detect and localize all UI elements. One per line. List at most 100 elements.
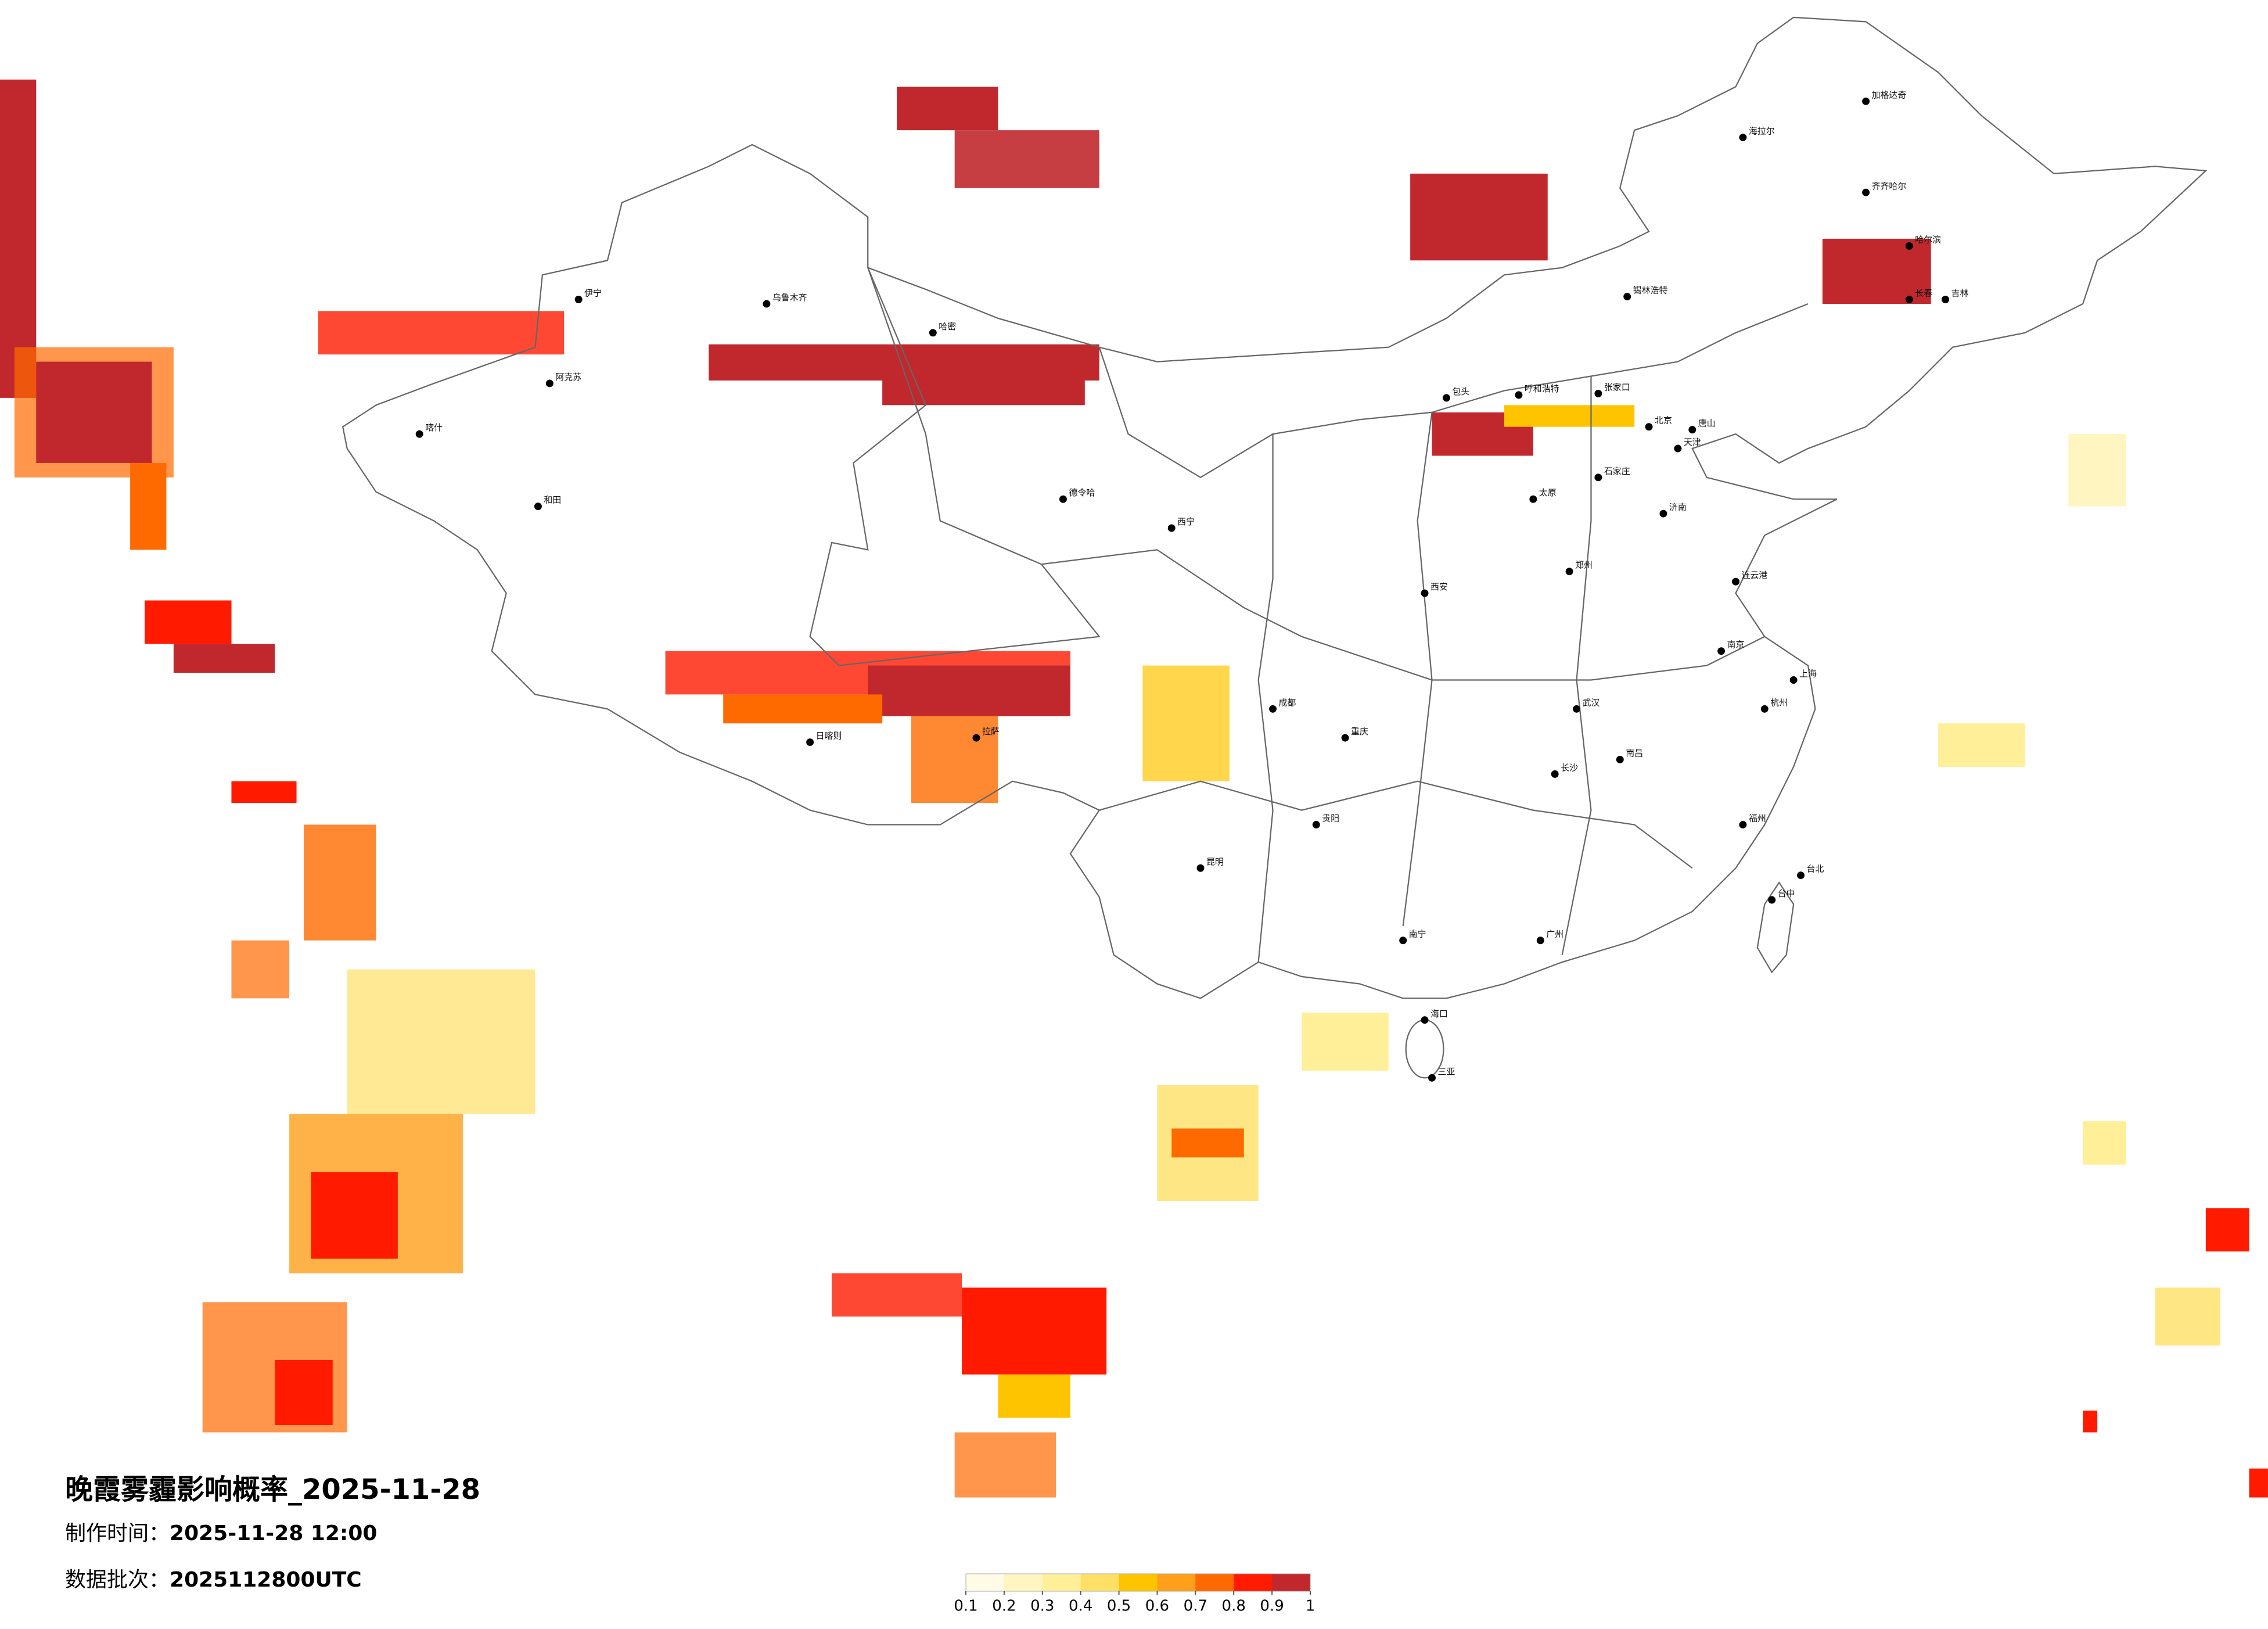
city-label: 呼和浩特: [1525, 383, 1559, 394]
city-dot: [1551, 770, 1559, 778]
city-label: 阿克苏: [555, 372, 581, 382]
city-dot: [1536, 937, 1544, 945]
city-label: 三亚: [1437, 1066, 1455, 1077]
city-label: 长沙: [1561, 762, 1578, 773]
city-label: 西宁: [1177, 516, 1195, 527]
map-title: 晚霞雾霾影响概率_2025-11-28: [65, 1473, 480, 1506]
city-label: 北京: [1655, 415, 1672, 426]
colorbar-tick-label: 0.6: [1145, 1598, 1169, 1615]
city-label: 杭州: [1770, 697, 1788, 708]
city-dot: [1529, 495, 1537, 503]
colorbar-swatch: [1272, 1574, 1311, 1591]
colorbar-swatch: [1042, 1574, 1081, 1591]
colorbar-tick-label: 0.7: [1184, 1598, 1207, 1615]
city-dot: [1688, 426, 1696, 434]
city-dot: [1421, 589, 1429, 597]
city-dot: [1341, 734, 1349, 742]
city-label: 哈密: [939, 321, 956, 332]
city-dot: [1167, 524, 1176, 532]
city-label: 日喀则: [816, 731, 842, 741]
city-label: 拉萨: [982, 726, 1000, 737]
batch-label: 数据批次：2025112800UTC: [65, 1568, 362, 1592]
city-label: 福州: [1749, 813, 1766, 824]
city-label: 贵阳: [1322, 813, 1339, 824]
colorbar-tick-label: 0.8: [1222, 1598, 1246, 1615]
colorbar: 0.1 0.2 0.3 0.4 0.5 0.6 0.7 0.8 0.9 1: [954, 1573, 1315, 1615]
city-dot: [1594, 473, 1602, 482]
city-dot: [929, 329, 937, 337]
city-dot: [415, 430, 423, 438]
city-label: 和田: [544, 495, 561, 505]
city-dot: [1942, 296, 1950, 303]
city-label: 成都: [1279, 697, 1296, 708]
city-label: 武汉: [1582, 697, 1600, 708]
made-label-text: 制作时间：: [65, 1522, 170, 1545]
colorbar-swatch: [1195, 1574, 1234, 1591]
city-label: 加格达奇: [1872, 89, 1907, 100]
city-dot: [1515, 391, 1523, 399]
city-label: 重庆: [1351, 726, 1368, 737]
city-dot: [1616, 755, 1624, 763]
city-label: 长春: [1915, 288, 1932, 299]
city-dot: [534, 503, 542, 511]
city-label: 海拉尔: [1749, 126, 1775, 137]
city-dot: [763, 300, 771, 308]
city-dot: [972, 734, 980, 742]
city-dot: [574, 296, 583, 303]
city-label: 喀什: [425, 422, 443, 433]
city-label: 郑州: [1575, 560, 1593, 570]
city-dot: [1760, 705, 1769, 713]
city-dot: [1312, 821, 1320, 829]
colorbar-swatch: [1080, 1574, 1120, 1591]
city-dot: [545, 379, 553, 387]
city-dot: [1905, 296, 1913, 303]
city-dot: [1797, 871, 1805, 880]
city-dot: [1269, 705, 1277, 713]
city-dot: [1645, 423, 1653, 431]
batch-label-text: 数据批次：: [65, 1568, 170, 1592]
city-dot: [1862, 188, 1870, 196]
city-dot: [1428, 1074, 1436, 1082]
city-label: 伊宁: [584, 288, 602, 299]
colorbar-tick-label: 0.4: [1069, 1598, 1092, 1615]
colorbar-swatch: [966, 1574, 1005, 1591]
city-label: 吉林: [1951, 288, 1969, 299]
city-label: 济南: [1669, 502, 1687, 512]
city-dot: [1732, 577, 1739, 586]
city-dot: [1717, 647, 1726, 655]
city-dot: [1789, 676, 1798, 684]
city-label: 天津: [1684, 437, 1701, 447]
city-label: 石家庄: [1604, 466, 1630, 476]
made-time: 2025-11-28 12:00: [170, 1522, 377, 1545]
city-label: 齐齐哈尔: [1872, 181, 1907, 191]
city-label: 上海: [1799, 669, 1817, 679]
colorbar-swatch: [1004, 1574, 1043, 1591]
city-dot: [1623, 293, 1631, 301]
city-label: 海口: [1430, 1009, 1448, 1019]
city-label: 包头: [1452, 386, 1469, 397]
city-label: 西安: [1430, 582, 1448, 592]
city-dot: [1059, 495, 1067, 503]
city-label: 唐山: [1698, 418, 1716, 429]
city-dot: [1565, 568, 1573, 576]
city-dot: [1739, 134, 1747, 142]
colorbar-swatch: [1157, 1574, 1196, 1591]
city-dot: [1768, 896, 1776, 904]
colorbar-swatch: [1234, 1574, 1273, 1591]
colorbar-tick-label: 0.5: [1107, 1598, 1131, 1615]
city-label: 张家口: [1604, 382, 1630, 392]
city-dot: [1674, 444, 1682, 453]
city-label: 乌鲁木齐: [772, 292, 807, 303]
city-dot: [1862, 97, 1870, 105]
city-label: 德令哈: [1069, 487, 1095, 498]
colorbar-swatch: [1119, 1574, 1158, 1591]
city-dot: [1905, 242, 1913, 250]
city-label: 南京: [1727, 640, 1745, 650]
haze-field: [0, 79, 2268, 1498]
city-label: 连云港: [1741, 570, 1767, 580]
city-label: 哈尔滨: [1915, 234, 1941, 245]
city-label: 台中: [1778, 888, 1795, 899]
